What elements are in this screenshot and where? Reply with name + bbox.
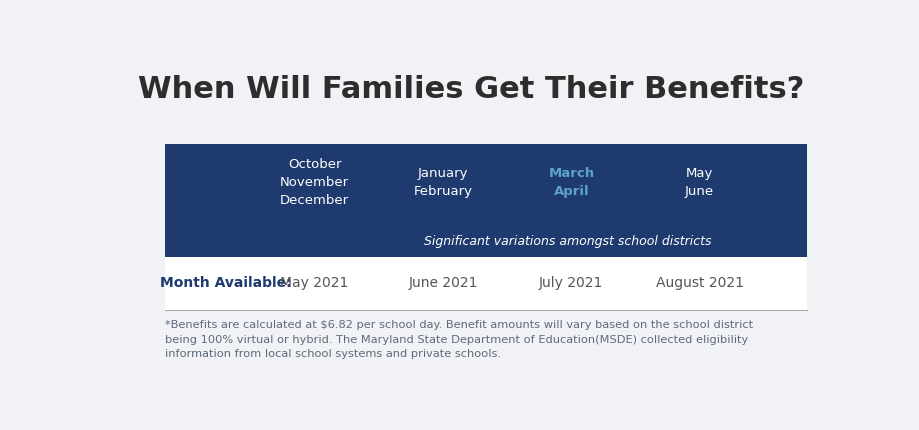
FancyBboxPatch shape (165, 257, 806, 310)
Text: Significant variations amongst school districts: Significant variations amongst school di… (424, 236, 710, 249)
Text: March
April: March April (548, 167, 594, 198)
Text: June 2021: June 2021 (408, 276, 477, 290)
Text: When Will Families Get Their Benefits?: When Will Families Get Their Benefits? (138, 75, 804, 104)
Text: *Benefits are calculated at $6.82 per school day. Benefit amounts will vary base: *Benefits are calculated at $6.82 per sc… (165, 320, 753, 359)
Text: July 2021: July 2021 (539, 276, 603, 290)
Text: Month Available:: Month Available: (160, 276, 291, 290)
Text: January
February: January February (413, 167, 472, 198)
Text: May
June: May June (685, 167, 713, 198)
FancyBboxPatch shape (165, 144, 806, 257)
Text: August 2021: August 2021 (655, 276, 743, 290)
Text: October
November
December: October November December (279, 158, 349, 207)
Text: May 2021: May 2021 (280, 276, 348, 290)
